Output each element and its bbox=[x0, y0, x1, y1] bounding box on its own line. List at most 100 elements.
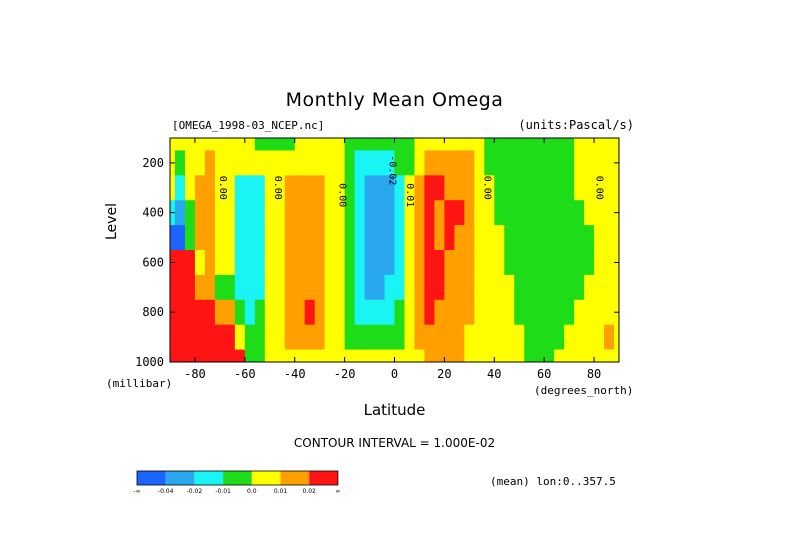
heatmap-cell bbox=[284, 175, 296, 201]
heatmap-cell bbox=[244, 349, 256, 362]
heatmap-cell bbox=[554, 138, 565, 152]
heatmap-cell bbox=[554, 250, 565, 276]
heatmap-cell bbox=[294, 274, 306, 301]
heatmap-cell bbox=[384, 225, 396, 251]
heatmap-cell bbox=[474, 175, 485, 201]
y-tick-label: 1000 bbox=[135, 355, 164, 369]
heatmap-cell bbox=[594, 324, 605, 351]
heatmap-cell bbox=[434, 349, 445, 362]
heatmap-cell bbox=[444, 349, 455, 362]
heatmap-cell bbox=[354, 138, 366, 152]
heatmap-cell bbox=[554, 274, 565, 301]
heatmap-cell bbox=[304, 349, 316, 362]
heatmap-cell bbox=[494, 250, 505, 276]
heatmap-cell bbox=[224, 250, 236, 276]
heatmap-cell bbox=[444, 274, 455, 301]
heatmap-cell bbox=[404, 138, 416, 152]
heatmap-cell bbox=[614, 175, 619, 201]
heatmap-cell bbox=[434, 225, 445, 251]
heatmap-cell bbox=[234, 324, 246, 351]
heatmap-cell bbox=[334, 225, 346, 251]
heatmap-cell bbox=[434, 299, 445, 326]
heatmap-cell bbox=[344, 175, 356, 201]
heatmap-cell bbox=[174, 200, 186, 226]
heatmap-cell bbox=[474, 150, 485, 176]
heatmap-cell bbox=[604, 324, 615, 351]
heatmap-cell bbox=[544, 349, 555, 362]
heatmap-cell bbox=[514, 324, 525, 351]
x-tick-label: -20 bbox=[334, 367, 356, 381]
heatmap-cell bbox=[374, 175, 386, 201]
heatmap-cell bbox=[564, 274, 575, 301]
heatmap-cell bbox=[264, 175, 276, 201]
heatmap-cell bbox=[314, 349, 326, 362]
heatmap-cell bbox=[464, 349, 475, 362]
heatmap-cell bbox=[204, 175, 216, 201]
heatmap-cell bbox=[294, 349, 306, 362]
heatmap-cell bbox=[394, 200, 406, 226]
heatmap-cell bbox=[214, 274, 226, 301]
heatmap-cell bbox=[514, 250, 525, 276]
heatmap-cell bbox=[284, 299, 296, 326]
heatmap-cell bbox=[384, 299, 396, 326]
heatmap-cell bbox=[474, 138, 485, 152]
heatmap-cell bbox=[174, 150, 186, 176]
heatmap-cell bbox=[354, 299, 366, 326]
heatmap-cell bbox=[284, 250, 296, 276]
heatmap-cell bbox=[394, 250, 406, 276]
heatmap-cell bbox=[604, 200, 615, 226]
heatmap-cell bbox=[274, 299, 286, 326]
heatmap-cell bbox=[204, 324, 216, 351]
x-tick-label: -60 bbox=[234, 367, 256, 381]
heatmap-cell bbox=[544, 175, 555, 201]
heatmap-cell bbox=[374, 250, 386, 276]
heatmap-cell bbox=[374, 138, 386, 152]
heatmap-cells bbox=[170, 138, 619, 362]
heatmap-cell bbox=[284, 150, 296, 176]
heatmap-cell bbox=[514, 225, 525, 251]
heatmap-cell bbox=[604, 138, 615, 152]
colorbar-label: -∞ bbox=[133, 488, 140, 495]
heatmap-cell bbox=[504, 138, 515, 152]
heatmap-cell bbox=[554, 150, 565, 176]
heatmap-cell bbox=[444, 324, 455, 351]
heatmap-cell bbox=[614, 138, 619, 152]
heatmap-cell bbox=[454, 150, 465, 176]
heatmap-cell bbox=[344, 349, 356, 362]
heatmap-cell bbox=[294, 200, 306, 226]
heatmap-cell bbox=[254, 150, 266, 176]
heatmap-cell bbox=[564, 175, 575, 201]
heatmap-cell bbox=[170, 225, 176, 251]
heatmap-cell bbox=[484, 274, 495, 301]
heatmap-cell bbox=[384, 150, 396, 176]
heatmap-cell bbox=[574, 250, 585, 276]
colorbar-swatch bbox=[309, 471, 338, 485]
heatmap-cell bbox=[364, 175, 376, 201]
heatmap-cell bbox=[324, 324, 336, 351]
heatmap-cell bbox=[454, 274, 465, 301]
heatmap-cell bbox=[564, 200, 575, 226]
heatmap-cell bbox=[614, 349, 619, 362]
heatmap-cell bbox=[524, 349, 535, 362]
heatmap-cell bbox=[584, 225, 595, 251]
colorbar-label: 0.0 bbox=[247, 488, 257, 495]
heatmap-cell bbox=[614, 225, 619, 251]
heatmap-cell bbox=[544, 299, 555, 326]
heatmap-cell bbox=[244, 324, 256, 351]
colorbar-label: -0.04 bbox=[158, 488, 174, 495]
heatmap-cell bbox=[244, 175, 256, 201]
y-tick-label: 200 bbox=[142, 156, 164, 170]
heatmap-cell bbox=[574, 138, 585, 152]
heatmap-cell bbox=[564, 138, 575, 152]
heatmap-cell bbox=[304, 175, 316, 201]
heatmap-cell bbox=[294, 299, 306, 326]
heatmap-cell bbox=[424, 175, 436, 201]
heatmap-cell bbox=[344, 274, 356, 301]
heatmap-cell bbox=[334, 349, 346, 362]
heatmap-cell bbox=[554, 225, 565, 251]
heatmap-cell bbox=[424, 138, 436, 152]
heatmap-cell bbox=[234, 200, 246, 226]
heatmap-cell bbox=[594, 349, 605, 362]
heatmap-cell bbox=[554, 324, 565, 351]
heatmap-cell bbox=[314, 324, 326, 351]
